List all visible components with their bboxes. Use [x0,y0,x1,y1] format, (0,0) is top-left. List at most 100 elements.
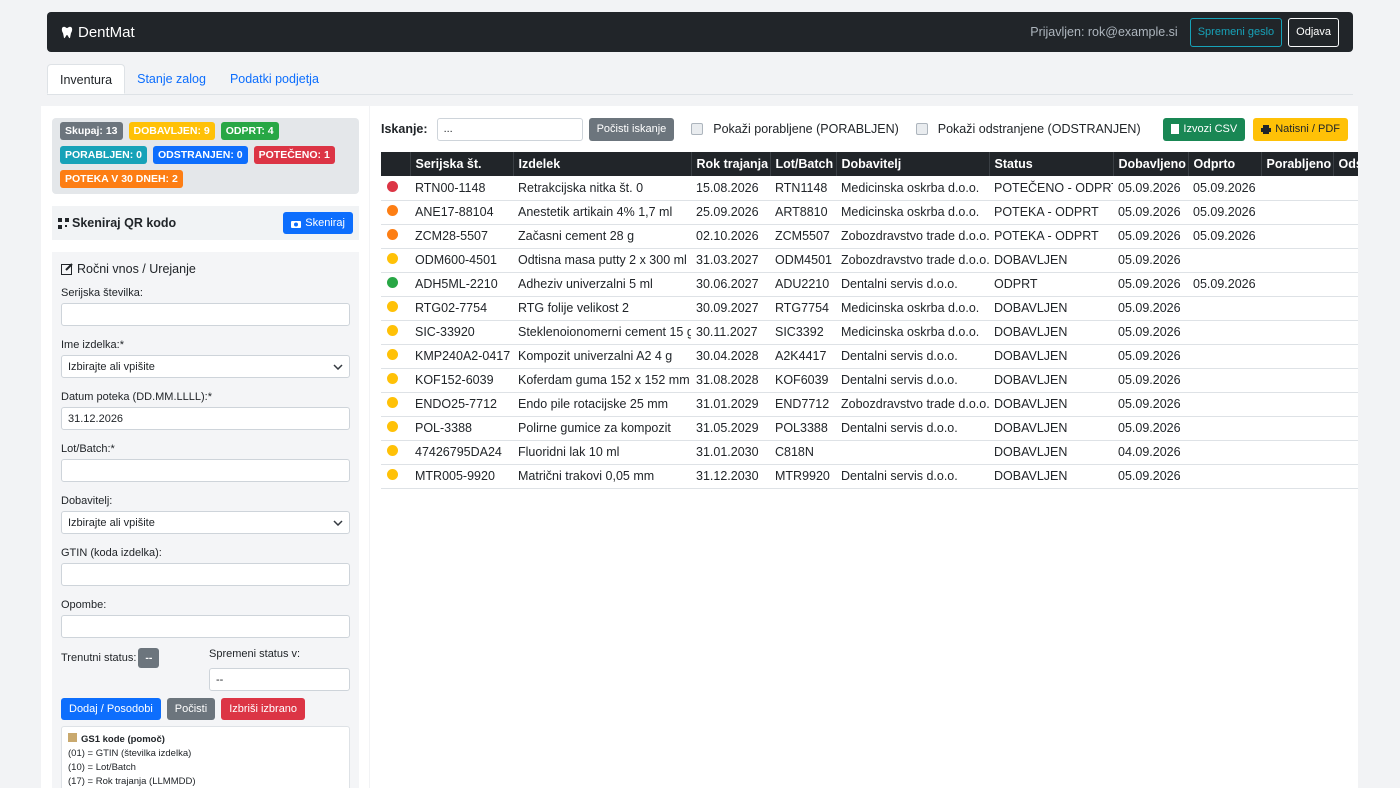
print-button[interactable]: Natisni / PDF [1253,117,1348,141]
form-button[interactable]: Dodaj / Posodobi [61,698,161,720]
status-dot-cell [381,368,410,393]
cell: POL-3388 [410,416,513,441]
form-title-wrap: Ročni vnos / Urejanje [61,260,350,278]
print-icon [1261,124,1272,134]
logout-button[interactable]: Odjava [1288,17,1339,47]
cell: 15.08.2026 [691,176,770,201]
status-dot [387,205,398,216]
help-icon [68,733,77,742]
table-row[interactable]: ODM600-4501 Odtisna masa putty 2 x 300 ml… [381,248,1358,273]
cell: Dentalni servis d.o.o. [836,368,989,393]
input[interactable] [61,303,350,326]
cell [1188,320,1261,345]
clear-search-button[interactable]: Počisti iskanje [588,117,675,141]
scan-title-wrap: Skeniraj QR kodo [58,216,176,230]
stat-badge: ODPRT: 4 [220,122,279,140]
cell: 05.09.2026 [1113,464,1188,489]
show-used-checkbox[interactable]: Pokaži porabljene (PORABLJEN) [691,122,899,136]
cell: ENDO25-7712 [410,392,513,417]
scan-section: Skeniraj QR kodo Skeniraj [52,206,359,240]
cell [1333,176,1358,201]
tab[interactable]: Stanje zalog [137,72,206,86]
edit-icon [61,263,73,275]
form-field: Opombe: [61,595,350,642]
cell [1333,320,1358,345]
brand[interactable]: DentMat [61,24,135,41]
stat-badge: DOBAVLJEN: 9 [128,122,215,140]
cell: Dentalni servis d.o.o. [836,416,989,441]
show-removed-checkbox[interactable]: Pokaži odstranjene (ODSTRANJEN) [915,122,1141,136]
change-password-button[interactable]: Spremeni geslo [1189,17,1283,47]
table-body: RTN00-1148 Retrakcijska nitka št. 0 15.08.… [381,176,1358,489]
cell [1333,416,1358,441]
cell: Dentalni servis d.o.o. [836,272,989,297]
cell [1188,392,1261,417]
cell: SIC3392 [770,320,836,345]
cell: RTG7754 [770,296,836,321]
field-label: Opombe: [61,599,107,611]
table-row[interactable]: ENDO25-7712 Endo pile rotacijske 25 mm 31.… [381,392,1358,417]
cell: ANE17-88104 [410,200,513,225]
table-row[interactable]: RTG02-7754 RTG folije velikost 2 30.09.202… [381,296,1358,321]
table-row[interactable]: KMP240A2-0417 Kompozit univerzalni A2 4 g… [381,344,1358,369]
navbar: DentMat Prijavljen: rok@example.si Sprem… [47,12,1353,52]
cell: Dentalni servis d.o.o. [836,344,989,369]
cell: 05.09.2026 [1113,272,1188,297]
table-row[interactable]: MTR005-9920 Matrični trakovi 0,05 mm 31.12… [381,464,1358,489]
form-button[interactable]: Izbriši izbrano [221,698,306,720]
qr-icon [58,217,69,229]
change-status-value: -- [216,673,224,686]
cell: POL3388 [770,416,836,441]
table-row[interactable]: ZCM28-5507 Začasni cement 28 g 02.10.2026 Z… [381,224,1358,249]
cell: DOBAVLJEN [989,464,1113,489]
form-title: Ročni vnos / Urejanje [77,262,196,276]
cell [1333,200,1358,225]
table-row[interactable]: ANE17-88104 Anestetik artikain 4% 1,7 ml 2… [381,200,1358,225]
table-row[interactable]: ADH5ML-2210 Adheziv univerzalni 5 ml 30.06… [381,272,1358,297]
cell [1333,464,1358,489]
search-input[interactable]: ... [436,117,583,141]
cell: 05.09.2026 [1113,248,1188,273]
status-dot-cell [381,440,410,465]
cell: Polirne gumice za kompozit [513,416,691,441]
table-row[interactable]: SIC-33920 Steklenoionomerni cement 15 g 30… [381,320,1358,345]
select[interactable]: Izbirajte ali vpišite [61,511,350,534]
cell: 30.06.2027 [691,272,770,297]
cell: Matrični trakovi 0,05 mm [513,464,691,489]
scan-button[interactable]: Skeniraj [283,212,353,234]
input[interactable]: 31.12.2026 [61,407,350,430]
help-lines: (01) = GTIN (številka izdelka) (10) = Lot… [68,747,343,788]
input[interactable] [61,563,350,586]
change-status-select[interactable]: -- [209,668,350,691]
checkbox [915,123,928,135]
cell: 05.09.2026 [1188,224,1261,249]
cell: Medicinska oskrba d.o.o. [836,200,989,225]
cell [1188,344,1261,369]
header-cell [381,152,411,176]
tab[interactable]: Inventura [47,64,126,94]
header-cell: Dobavitelj [836,152,990,176]
table-row[interactable]: RTN00-1148 Retrakcijska nitka št. 0 15.08.… [381,176,1358,201]
help-title-wrap: GS1 kode (pomoč) [68,733,343,747]
field-label: Serijska številka: [61,287,143,299]
cell [1188,296,1261,321]
cell: ART8810 [770,200,836,225]
table-row[interactable]: POL-3388 Polirne gumice za kompozit 31.05.… [381,416,1358,441]
cell: KMP240A2-0417 [410,344,513,369]
input[interactable] [61,615,350,638]
tab[interactable]: Podatki podjetja [229,72,319,86]
select[interactable]: Izbirajte ali vpišite [61,355,350,378]
table-row[interactable]: KOF152-6039 Koferdam guma 152 x 152 mm 31.… [381,368,1358,393]
cell: DOBAVLJEN [989,296,1113,321]
cell [1261,224,1333,249]
show-removed-label: Pokaži odstranjene (ODSTRANJEN) [937,122,1141,136]
cell: DOBAVLJEN [989,344,1113,369]
export-csv-button[interactable]: Izvozi CSV [1163,117,1246,141]
input[interactable] [61,459,350,482]
cell [1261,440,1333,465]
status-dot [387,253,398,264]
cell: 05.09.2026 [1188,200,1261,225]
table-row[interactable]: 47426795DA24 Fluoridni lak 10 ml 31.01.203… [381,440,1358,465]
form-button[interactable]: Počisti [166,698,216,720]
